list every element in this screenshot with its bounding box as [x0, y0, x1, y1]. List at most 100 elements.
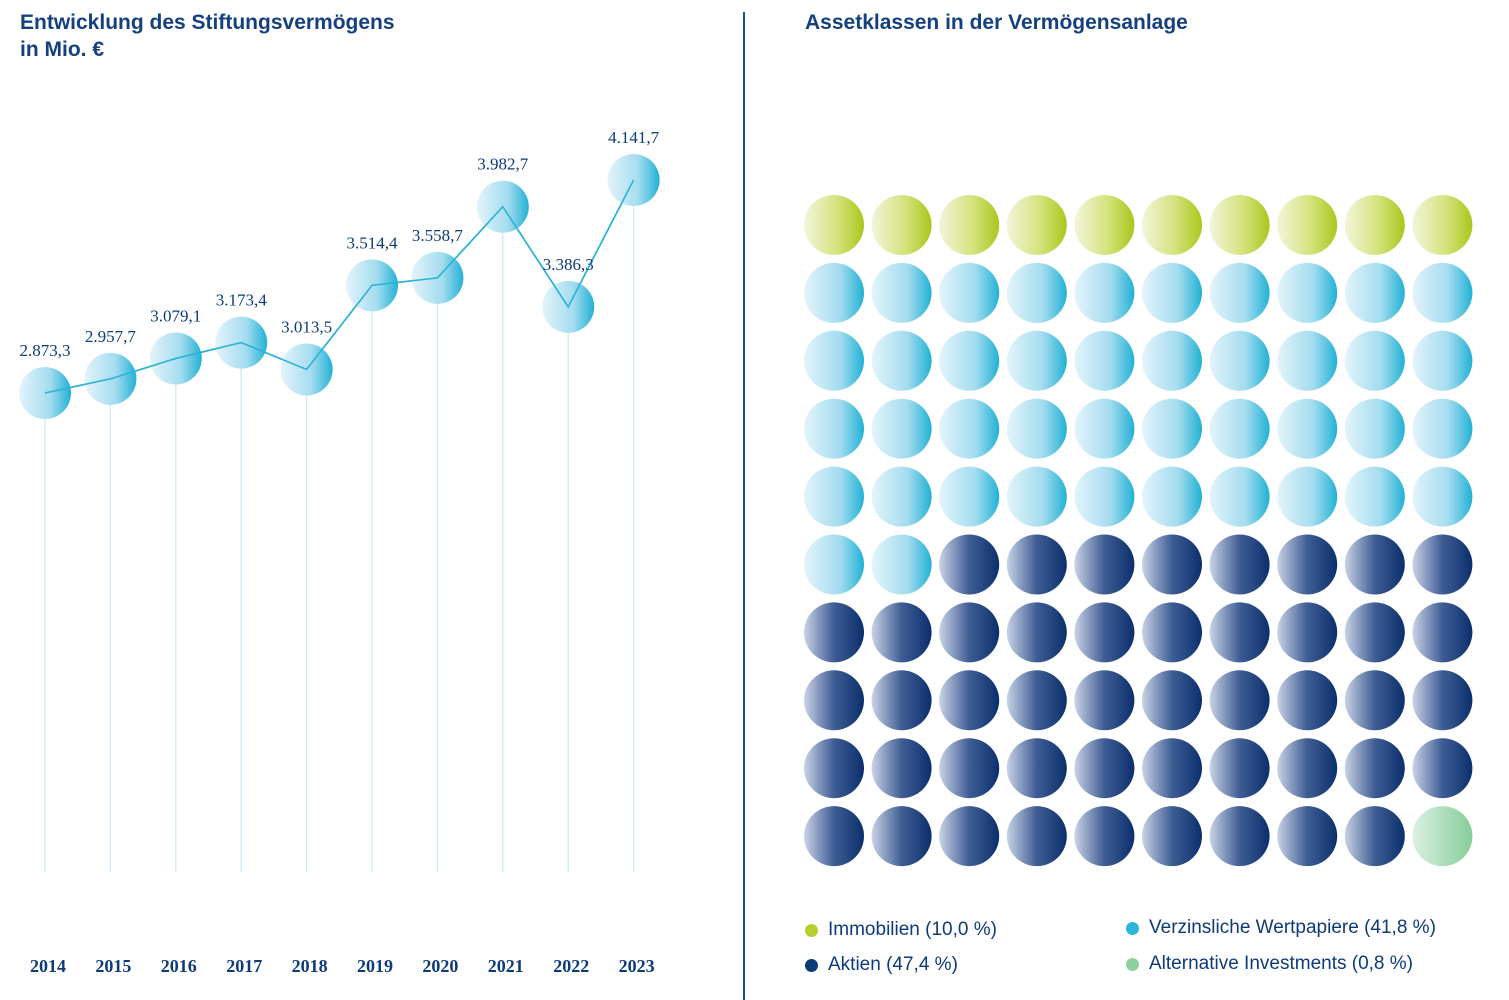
- line-chart-title-line1: Entwicklung des Stiftungsvermögens: [20, 11, 395, 34]
- waffle-cell-verzinsliche-wertpapiere: [804, 534, 864, 595]
- waffle-cell-aktien: [1344, 670, 1405, 731]
- waffle-cell-verzinsliche-wertpapiere: [1412, 262, 1473, 323]
- waffle-cell-verzinsliche-wertpapiere: [1142, 466, 1202, 527]
- legend-dot-icon: [1126, 957, 1139, 971]
- legend-item-alternative-investments: Alternative Investments (0,8 %): [1126, 953, 1413, 975]
- waffle-cell-immobilien: [939, 195, 1000, 255]
- waffle-cell-verzinsliche-wertpapiere: [871, 330, 932, 391]
- waffle-cell-aktien: [1344, 534, 1405, 595]
- waffle-cell-verzinsliche-wertpapiere: [1209, 262, 1270, 323]
- waffle-cell-verzinsliche-wertpapiere: [1209, 330, 1270, 391]
- waffle-cell-verzinsliche-wertpapiere: [1412, 466, 1473, 527]
- waffle-cell-verzinsliche-wertpapiere: [804, 330, 864, 391]
- waffle-cell-aktien: [1344, 738, 1405, 799]
- waffle-cell-aktien: [804, 806, 864, 867]
- waffle-cell-aktien: [1074, 738, 1135, 799]
- waffle-cell-verzinsliche-wertpapiere: [1209, 398, 1270, 459]
- waffle-cell-aktien: [871, 602, 932, 663]
- waffle-cell-verzinsliche-wertpapiere: [1074, 330, 1135, 391]
- waffle-cell-aktien: [1074, 806, 1135, 867]
- waffle-cell-immobilien: [1074, 195, 1135, 255]
- waffle-cell-aktien: [1412, 602, 1473, 663]
- legend-item-aktien: Aktien (47,4 %): [805, 954, 958, 976]
- waffle-cell-aktien: [1142, 670, 1202, 731]
- waffle-cell-verzinsliche-wertpapiere: [939, 466, 1000, 527]
- waffle-cell-aktien: [804, 670, 864, 731]
- x-tick-label: 2022: [553, 956, 589, 976]
- waffle-cell-verzinsliche-wertpapiere: [871, 398, 932, 459]
- legend-item-immobilien: Immobilien (10,0 %): [805, 919, 997, 941]
- waffle-cell-verzinsliche-wertpapiere: [939, 398, 1000, 459]
- waffle-cell-alternative-investments: [1412, 806, 1473, 867]
- waffle-cell-aktien: [939, 806, 1000, 867]
- waffle-cell-aktien: [939, 602, 1000, 663]
- data-label: 2.873,3: [20, 341, 71, 360]
- waffle-cell-verzinsliche-wertpapiere: [939, 330, 1000, 391]
- data-label: 3.558,7: [412, 226, 464, 245]
- x-tick-label: 2019: [357, 956, 393, 976]
- waffle-cell-verzinsliche-wertpapiere: [1074, 466, 1135, 527]
- x-tick-label: 2018: [292, 956, 328, 976]
- waffle-cell-verzinsliche-wertpapiere: [939, 262, 1000, 323]
- legend-item-verzinsliche-wertpapiere: Verzinsliche Wertpapiere (41,8 %): [1126, 917, 1436, 939]
- waffle-cell-aktien: [1142, 738, 1202, 799]
- waffle-cell-aktien: [1209, 670, 1270, 731]
- waffle-cell-aktien: [1006, 806, 1067, 867]
- waffle-cell-aktien: [1209, 602, 1270, 663]
- waffle-cell-aktien: [939, 738, 1000, 799]
- waffle-cell-verzinsliche-wertpapiere: [871, 466, 932, 527]
- waffle-cell-verzinsliche-wertpapiere: [1074, 262, 1135, 323]
- waffle-cell-immobilien: [804, 195, 864, 255]
- line-chart-subtitle: in Mio. €: [20, 38, 104, 61]
- legend-label: Verzinsliche Wertpapiere (41,8 %): [1149, 917, 1436, 938]
- waffle-cell-aktien: [1277, 534, 1338, 595]
- waffle-cell-verzinsliche-wertpapiere: [1277, 262, 1338, 323]
- x-tick-label: 2014: [30, 956, 66, 976]
- waffle-cell-immobilien: [1209, 195, 1270, 255]
- waffle-cell-verzinsliche-wertpapiere: [1006, 262, 1067, 323]
- data-label: 3.982,7: [477, 155, 529, 174]
- data-label: 3.514,4: [347, 233, 399, 252]
- legend-dot-icon: [805, 923, 818, 937]
- legend-label: Aktien (47,4 %): [828, 954, 958, 975]
- waffle-cell-aktien: [871, 806, 932, 867]
- waffle-cell-verzinsliche-wertpapiere: [1006, 330, 1067, 391]
- waffle-cell-aktien: [939, 534, 1000, 595]
- waffle-cell-aktien: [804, 602, 864, 663]
- waffle-cell-aktien: [1074, 534, 1135, 595]
- waffle-cell-aktien: [1412, 534, 1473, 595]
- waffle-cell-immobilien: [1006, 195, 1067, 255]
- data-label: 3.079,1: [150, 306, 201, 325]
- data-label: 3.386,3: [543, 255, 594, 274]
- waffle-cell-aktien: [1412, 738, 1473, 799]
- x-tick-label: 2021: [488, 956, 524, 976]
- x-tick-label: 2015: [95, 956, 131, 976]
- waffle-cell-aktien: [804, 738, 864, 799]
- waffle-cell-aktien: [1006, 602, 1067, 663]
- waffle-cell-immobilien: [1277, 195, 1338, 255]
- waffle-cell-immobilien: [1412, 195, 1473, 255]
- line-chart-title: Entwicklung des Stiftungsvermögens in Mi…: [20, 9, 395, 63]
- waffle-cell-aktien: [939, 670, 1000, 731]
- waffle-cell-aktien: [1209, 738, 1270, 799]
- x-tick-label: 2023: [619, 956, 655, 976]
- waffle-cell-immobilien: [1142, 195, 1202, 255]
- waffle-cell-verzinsliche-wertpapiere: [871, 262, 932, 323]
- x-tick-label: 2020: [422, 956, 458, 976]
- waffle-cell-verzinsliche-wertpapiere: [1412, 398, 1473, 459]
- waffle-cell-aktien: [1006, 738, 1067, 799]
- waffle-cell-immobilien: [871, 195, 932, 255]
- waffle-cell-aktien: [1142, 806, 1202, 867]
- waffle-cell-aktien: [1074, 602, 1135, 663]
- waffle-cell-verzinsliche-wertpapiere: [1277, 398, 1338, 459]
- series-line-overlay: [44, 179, 635, 394]
- waffle-cell-verzinsliche-wertpapiere: [871, 534, 932, 595]
- waffle-cell-verzinsliche-wertpapiere: [804, 466, 864, 527]
- waffle-cell-aktien: [1344, 806, 1405, 867]
- waffle-cell-aktien: [871, 670, 932, 731]
- waffle-cell-immobilien: [1344, 195, 1405, 255]
- waffle-chart-title: Assetklassen in der Vermögensanlage: [805, 11, 1188, 34]
- waffle-cell-verzinsliche-wertpapiere: [1277, 330, 1338, 391]
- legend-dot-icon: [1126, 921, 1139, 935]
